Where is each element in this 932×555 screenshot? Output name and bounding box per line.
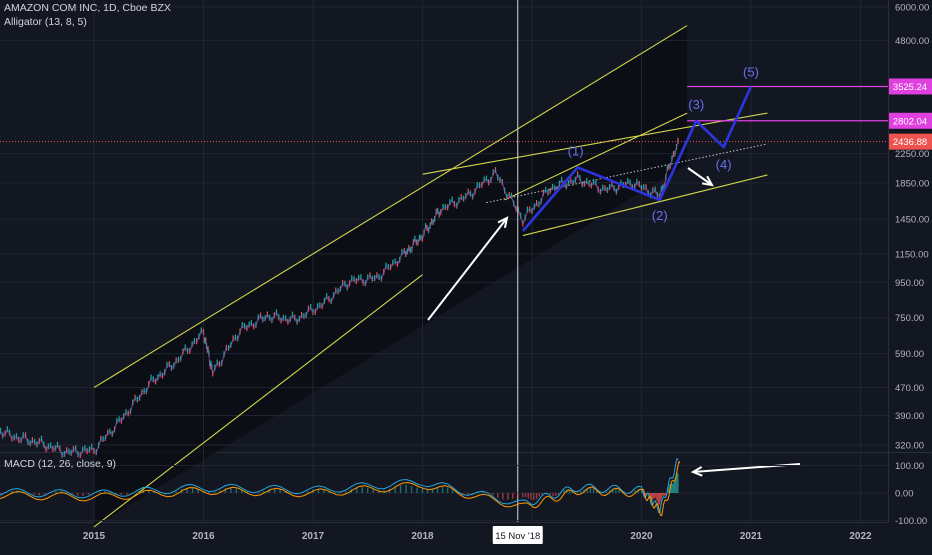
price-tick-label: 590.00 (895, 349, 924, 360)
symbol-title: AMAZON COM INC, 1D, Cboe BZX (4, 2, 171, 14)
time-tick-label: 2018 (411, 531, 434, 542)
elliott-wave-path (521, 85, 753, 232)
price-level-label: 2436.88 (893, 137, 927, 148)
alligator-label: Alligator (13, 8, 5) (4, 16, 87, 28)
time-tick-label: 2022 (849, 531, 872, 542)
price-tick-label: 2250.00 (895, 149, 929, 160)
median-dotted-line (486, 143, 768, 204)
macd-tick-label: 0.00 (895, 489, 914, 500)
price-level-label: 3525.24 (893, 82, 927, 93)
price-level-tag (889, 133, 932, 150)
time-tick-label: 2015 (83, 531, 106, 542)
price-level-label: 2802.04 (893, 116, 927, 127)
price-level-tag (889, 78, 932, 95)
price-level-tag (889, 112, 932, 129)
channel-line (93, 25, 688, 389)
price-tick-label: 950.00 (895, 278, 924, 289)
annotation-arrow-macd-head (690, 466, 703, 477)
macd-tick-label: 100.00 (895, 461, 924, 472)
annotation-arrow-up-head (497, 216, 509, 228)
time-tick-label: 2020 (630, 531, 653, 542)
price-tick-label: 470.00 (895, 383, 924, 394)
annotation-arrow-down-head (701, 175, 714, 187)
time-tick-label: 2017 (302, 531, 325, 542)
price-tick-label: 320.00 (895, 441, 924, 452)
channel-line (422, 112, 768, 175)
macd-signal-line (0, 460, 681, 517)
channel-line (522, 174, 768, 237)
annotation-arrow-up (427, 217, 508, 321)
crosshair-date-box (492, 526, 543, 544)
macd-line (0, 457, 679, 514)
price-tick-label: 1450.00 (895, 215, 929, 226)
time-tick-label: 2021 (740, 531, 763, 542)
macd-label: MACD (12, 26, close, 9) (4, 458, 117, 470)
wave-label: (1) (568, 143, 584, 158)
crosshair-date-label: 15 Nov '18 (495, 531, 540, 542)
annotation-arrow-down (687, 167, 713, 186)
alligator-teeth (0, 142, 679, 458)
price-tick-label: 1150.00 (895, 249, 929, 260)
wave-label: (3) (688, 97, 704, 112)
channel-line (93, 274, 423, 528)
price-tick-label: 1850.00 (895, 178, 929, 189)
channel-shade (94, 25, 688, 527)
price-tick-label: 390.00 (895, 411, 924, 422)
channel-line (504, 112, 688, 201)
wave-label: (5) (743, 64, 759, 79)
wave-label: (4) (716, 157, 732, 172)
price-tick-label: 750.00 (895, 313, 924, 324)
macd-tick-label: -100.00 (895, 516, 927, 527)
time-tick-label: 2016 (192, 531, 215, 542)
price-tick-label: 6000.00 (895, 3, 929, 14)
price-tick-label: 4800.00 (895, 36, 929, 47)
wave-label: (2) (652, 208, 668, 223)
